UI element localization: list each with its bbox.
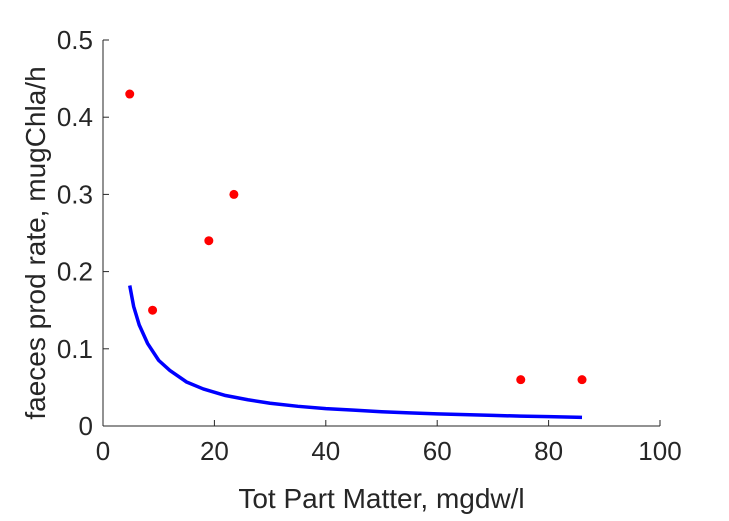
x-tick-label: 60: [423, 436, 452, 466]
x-tick-label: 0: [96, 436, 110, 466]
data-point: [125, 89, 135, 99]
axes: 0 20 40 60 80 100 0 0.1 0.2 0.3 0.4 0.5: [57, 25, 682, 466]
data-point: [229, 189, 239, 199]
x-tick-label: 80: [534, 436, 563, 466]
y-tick-label: 0.1: [57, 334, 93, 364]
y-tick-label: 0.2: [57, 257, 93, 287]
data-point: [577, 375, 587, 385]
y-tick-label: 0: [79, 411, 93, 441]
data-point: [148, 305, 158, 315]
plot-area: [125, 89, 587, 420]
x-axis-label: Tot Part Matter, mgdw/l: [238, 483, 524, 514]
y-axis-label: faeces prod rate, mugChla/h: [20, 66, 51, 419]
y-tick-label: 0.5: [57, 25, 93, 55]
data-point: [204, 236, 214, 246]
fit-curve: [128, 285, 583, 420]
x-tick-label: 40: [311, 436, 340, 466]
data-point: [516, 375, 526, 385]
x-tick-label: 20: [200, 436, 229, 466]
y-tick-label: 0.3: [57, 179, 93, 209]
y-tick-label: 0.4: [57, 102, 93, 132]
x-tick-label: 100: [638, 436, 681, 466]
